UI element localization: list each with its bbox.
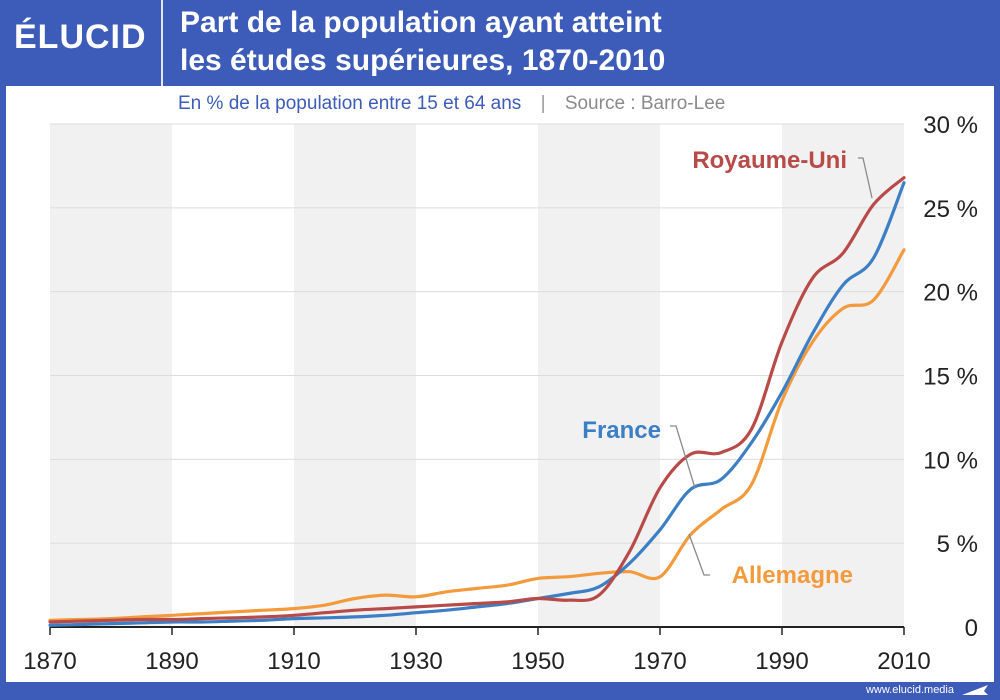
chart-title-line-2: les études supérieures, 1870-2010 xyxy=(180,44,666,77)
annotation-leader-france xyxy=(670,425,696,489)
x-tick-label: 1910 xyxy=(267,648,320,675)
footer-url[interactable]: www.elucid.media xyxy=(865,684,954,696)
y-tick-label: 30 % xyxy=(923,112,978,139)
annotation-leader-germany xyxy=(688,533,710,576)
flag-icon xyxy=(962,685,988,695)
y-tick-label: 10 % xyxy=(923,447,978,474)
y-tick-label: 0 xyxy=(965,615,978,642)
x-tick-label: 2010 xyxy=(877,648,930,675)
brand-logo: ÉLUCID xyxy=(14,18,147,56)
line-chart: 0 5 % 10 % 15 % 20 % 25 % 30 % 1870 1890 1910 1930… xyxy=(23,93,978,675)
series-label-germany: Allemagne xyxy=(732,562,853,589)
chart-title-line-1: Part de la population ayant atteint xyxy=(180,6,662,39)
x-tick-label: 1890 xyxy=(145,648,198,675)
series-line-france xyxy=(48,181,906,627)
x-tick-label: 1970 xyxy=(633,648,686,675)
x-tick-label: 1990 xyxy=(755,648,808,675)
series-line-uk xyxy=(48,176,906,624)
y-tick-label: 20 % xyxy=(923,280,978,307)
y-tick-label: 15 % xyxy=(923,364,978,391)
annotation-leader-uk xyxy=(858,157,873,199)
y-tick-label: 25 % xyxy=(923,196,978,223)
series-label-france: France xyxy=(582,417,661,444)
header: ÉLUCID Part de la population ayant attei… xyxy=(0,0,1000,86)
chart-subtitle: En % de la population entre 15 et 64 ans xyxy=(178,93,521,114)
y-tick-label: 5 % xyxy=(937,531,978,558)
subtitle-separator: | xyxy=(541,93,546,114)
header-divider xyxy=(161,0,163,86)
x-tick-label: 1950 xyxy=(511,648,564,675)
x-tick-label: 1870 xyxy=(23,648,76,675)
svg-text:En % de la population entre 15: En % de la population entre 15 et 64 ans… xyxy=(178,93,725,114)
series-line-germany xyxy=(48,248,906,622)
chart-source: Source : Barro-Lee xyxy=(565,93,726,114)
series-label-uk: Royaume-Uni xyxy=(692,147,847,174)
x-tick-label: 1930 xyxy=(389,648,442,675)
chart-panel: 0 5 % 10 % 15 % 20 % 25 % 30 % 1870 1890 1910 1930… xyxy=(6,86,994,682)
